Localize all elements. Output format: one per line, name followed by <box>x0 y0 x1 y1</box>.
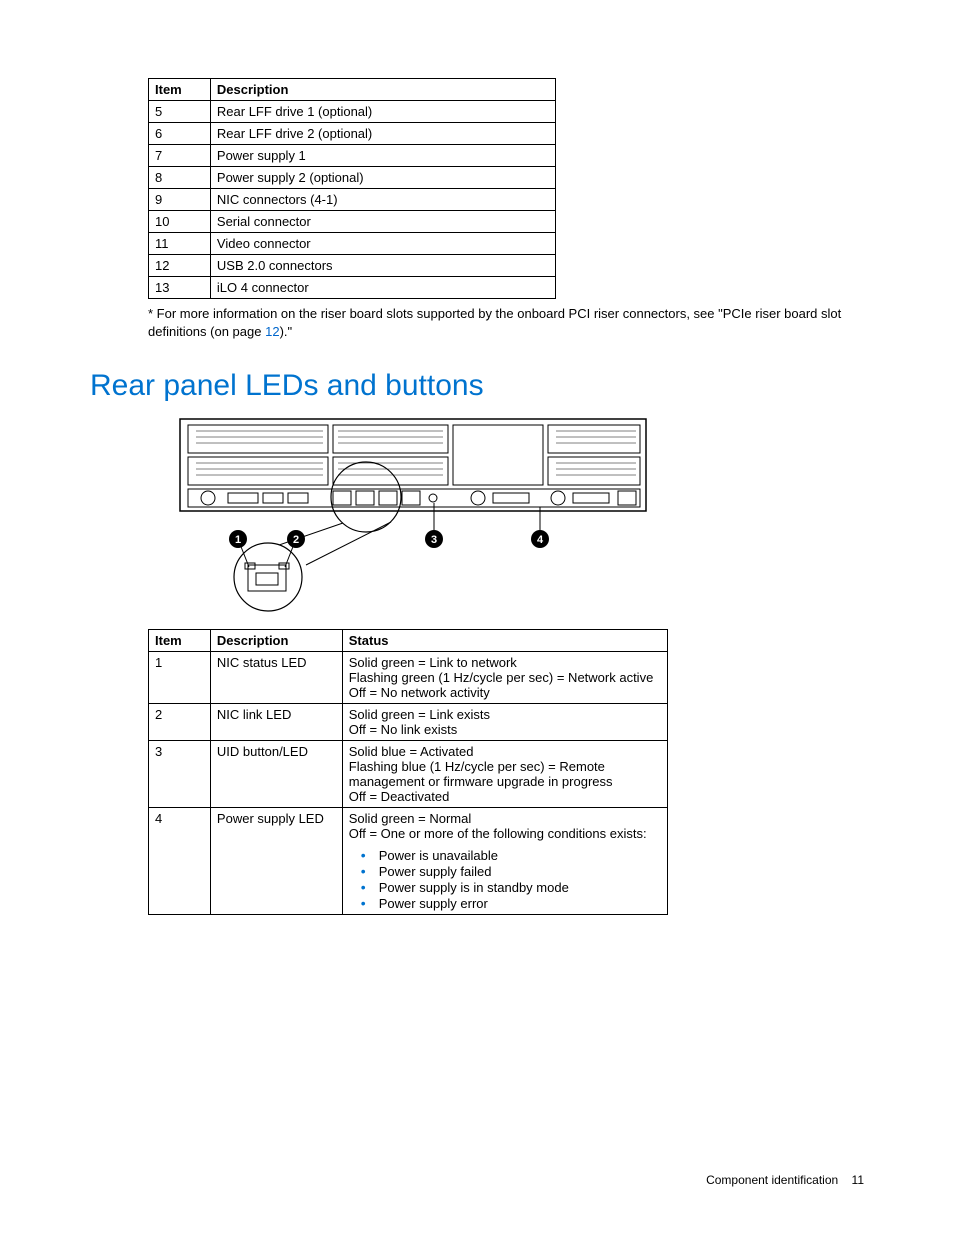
table2-body: 1NIC status LEDSolid green = Link to net… <box>149 652 668 915</box>
table-row: 9NIC connectors (4-1) <box>149 189 556 211</box>
cell-item: 13 <box>149 277 211 299</box>
table-row: 13iLO 4 connector <box>149 277 556 299</box>
cell-item: 7 <box>149 145 211 167</box>
cell-item: 11 <box>149 233 211 255</box>
table-row: 2NIC link LEDSolid green = Link existsOf… <box>149 704 668 741</box>
section-heading: Rear panel LEDs and buttons <box>90 369 864 403</box>
table-row: 1NIC status LEDSolid green = Link to net… <box>149 652 668 704</box>
cell-status: Solid green = NormalOff = One or more of… <box>342 808 667 915</box>
cell-item: 3 <box>149 741 211 808</box>
connector-table: Item Description 5Rear LFF drive 1 (opti… <box>148 78 556 299</box>
footnote-link[interactable]: 12 <box>265 324 279 339</box>
cell-desc: Video connector <box>210 233 555 255</box>
svg-text:4: 4 <box>537 534 544 546</box>
cell-desc: Power supply 2 (optional) <box>210 167 555 189</box>
cell-item: 4 <box>149 808 211 915</box>
cell-desc: Rear LFF drive 1 (optional) <box>210 101 555 123</box>
svg-text:1: 1 <box>235 534 241 546</box>
table-row: 8Power supply 2 (optional) <box>149 167 556 189</box>
footnote-post: )." <box>280 324 293 339</box>
table-row: 11Video connector <box>149 233 556 255</box>
footer-label: Component identification <box>706 1173 838 1187</box>
cell-item: 1 <box>149 652 211 704</box>
cell-status: Solid green = Link existsOff = No link e… <box>342 704 667 741</box>
rear-panel-diagram: 1 2 3 4 <box>178 417 864 615</box>
svg-text:3: 3 <box>431 534 437 546</box>
footnote-pre: * For more information on the riser boar… <box>148 306 841 339</box>
cell-status: Solid blue = ActivatedFlashing blue (1 H… <box>342 741 667 808</box>
table-row: 3UID button/LEDSolid blue = ActivatedFla… <box>149 741 668 808</box>
cell-desc: NIC connectors (4-1) <box>210 189 555 211</box>
th-item: Item <box>149 79 211 101</box>
table-row: 12USB 2.0 connectors <box>149 255 556 277</box>
cell-item: 6 <box>149 123 211 145</box>
cell-item: 8 <box>149 167 211 189</box>
table1-body: 5Rear LFF drive 1 (optional)6Rear LFF dr… <box>149 101 556 299</box>
cell-desc: iLO 4 connector <box>210 277 555 299</box>
table-row: 6Rear LFF drive 2 (optional) <box>149 123 556 145</box>
table-row: 10Serial connector <box>149 211 556 233</box>
callout-4: 4 <box>531 507 549 548</box>
cell-desc: USB 2.0 connectors <box>210 255 555 277</box>
cell-desc: Power supply LED <box>210 808 342 915</box>
th-description: Description <box>210 79 555 101</box>
cell-status: Solid green = Link to networkFlashing gr… <box>342 652 667 704</box>
cell-item: 2 <box>149 704 211 741</box>
page-footer: Component identification 11 <box>706 1173 864 1187</box>
cell-desc: Serial connector <box>210 211 555 233</box>
svg-text:2: 2 <box>293 534 299 546</box>
th2-description: Description <box>210 630 342 652</box>
cell-item: 5 <box>149 101 211 123</box>
table-row: 4Power supply LEDSolid green = NormalOff… <box>149 808 668 915</box>
cell-item: 9 <box>149 189 211 211</box>
cell-item: 12 <box>149 255 211 277</box>
table-row: 5Rear LFF drive 1 (optional) <box>149 101 556 123</box>
cell-desc: NIC status LED <box>210 652 342 704</box>
th2-item: Item <box>149 630 211 652</box>
cell-desc: NIC link LED <box>210 704 342 741</box>
cell-item: 10 <box>149 211 211 233</box>
led-table: Item Description Status 1NIC status LEDS… <box>148 629 668 915</box>
footer-page: 11 <box>852 1173 864 1187</box>
th2-status: Status <box>342 630 667 652</box>
cell-desc: UID button/LED <box>210 741 342 808</box>
cell-desc: Power supply 1 <box>210 145 555 167</box>
callout-3: 3 <box>425 503 443 548</box>
table-row: 7Power supply 1 <box>149 145 556 167</box>
cell-desc: Rear LFF drive 2 (optional) <box>210 123 555 145</box>
riser-footnote: * For more information on the riser boar… <box>148 305 848 341</box>
